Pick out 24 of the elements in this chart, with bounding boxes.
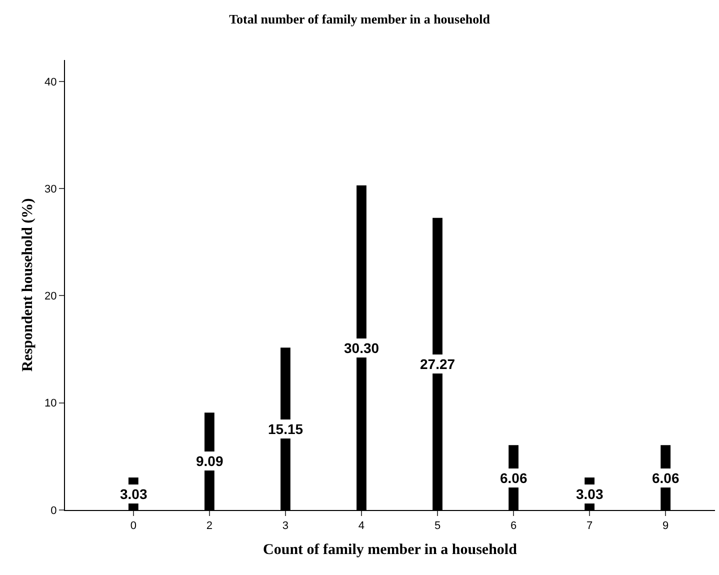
x-tick-label: 6	[510, 520, 517, 532]
x-tick-label: 0	[130, 520, 136, 532]
y-tick-label: 40	[44, 76, 57, 88]
data-label: 27.27	[420, 356, 456, 372]
x-tick-label: 5	[434, 520, 441, 532]
x-tick-label: 7	[586, 520, 593, 532]
x-tick-label: 4	[358, 520, 365, 532]
y-tick-label: 20	[44, 290, 57, 303]
y-tick-label: 0	[50, 504, 57, 517]
chart-title: Total number of family member in a household	[229, 11, 491, 26]
y-axis-title: Respondent household (%)	[20, 198, 36, 372]
data-label: 9.09	[196, 453, 224, 469]
data-label: 3.03	[120, 486, 148, 502]
y-tick-label: 30	[44, 183, 57, 196]
x-tick-label: 3	[282, 520, 289, 532]
data-label: 30.30	[344, 340, 380, 356]
data-label: 3.03	[576, 486, 604, 502]
data-label: 15.15	[268, 421, 304, 437]
x-axis-title: Count of family member in a household	[263, 542, 518, 558]
data-label: 6.06	[652, 470, 680, 486]
data-label: 6.06	[500, 470, 528, 486]
y-tick-label: 10	[44, 398, 57, 410]
x-tick-label: 2	[206, 520, 213, 532]
x-tick-label: 9	[662, 520, 669, 532]
